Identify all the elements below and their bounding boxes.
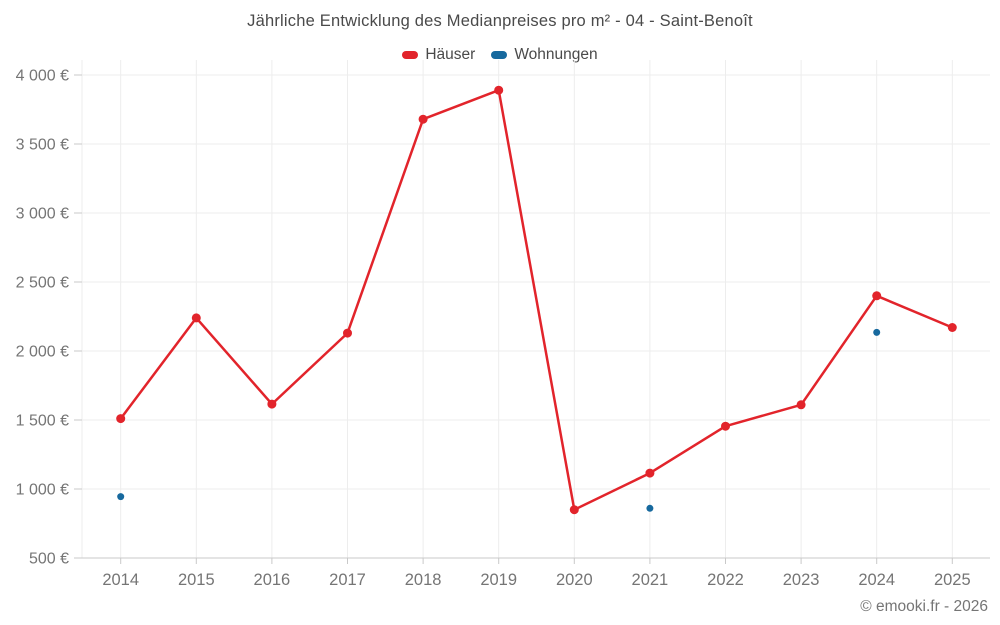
- x-axis-label: 2017: [329, 571, 366, 589]
- data-point-wohnungen-2021[interactable]: [646, 504, 654, 512]
- legend: Häuser Wohnungen: [0, 46, 1000, 64]
- chart-title: Jährliche Entwicklung des Medianpreises …: [247, 12, 753, 30]
- data-point-häuser-2021[interactable]: [645, 468, 655, 478]
- data-point-häuser-2017[interactable]: [343, 328, 352, 338]
- copyright-text: © emooki.fr - 2026: [860, 598, 988, 615]
- y-axis-label: 500 €: [29, 551, 69, 568]
- data-point-häuser-2023[interactable]: [796, 400, 806, 410]
- y-axis-label: 2 000 €: [16, 344, 69, 361]
- data-point-häuser-2025[interactable]: [947, 323, 957, 332]
- x-axis-label: 2025: [934, 571, 971, 589]
- y-axis-label: 2 500 €: [16, 275, 69, 292]
- data-point-häuser-2019[interactable]: [494, 85, 504, 95]
- y-axis-label: 3 000 €: [16, 206, 69, 223]
- x-axis-label: 2016: [254, 571, 291, 589]
- legend-item-haeuser[interactable]: Häuser: [402, 46, 475, 64]
- y-axis-label: 3 500 €: [16, 137, 69, 154]
- data-point-häuser-2024[interactable]: [872, 291, 882, 301]
- data-point-häuser-2018[interactable]: [418, 114, 428, 124]
- series-line-häuser: [119, 88, 954, 511]
- x-axis-label: 2023: [783, 571, 820, 589]
- data-point-häuser-2020[interactable]: [569, 505, 579, 515]
- x-axis-label: 2022: [707, 571, 744, 589]
- x-axis-label: 2020: [556, 571, 593, 589]
- haeuser-swatch-icon: [402, 51, 419, 59]
- x-axis-label: 2015: [178, 571, 215, 589]
- wohnungen-swatch-icon: [491, 51, 508, 59]
- data-point-häuser-2014[interactable]: [116, 414, 126, 424]
- legend-label-wohnungen: Wohnungen: [514, 46, 598, 63]
- y-axis-label: 1 000 €: [16, 482, 69, 499]
- data-point-häuser-2016[interactable]: [267, 399, 277, 409]
- data-point-wohnungen-2014[interactable]: [117, 493, 125, 501]
- x-axis-label: 2021: [632, 571, 669, 589]
- data-point-häuser-2015[interactable]: [191, 313, 201, 323]
- data-point-häuser-2022[interactable]: [721, 421, 730, 431]
- legend-item-wohnungen[interactable]: Wohnungen: [491, 46, 598, 64]
- y-axis-label: 1 500 €: [16, 413, 69, 430]
- x-axis-label: 2019: [480, 571, 517, 589]
- x-axis-label: 2018: [405, 571, 442, 589]
- y-axis-label: 4 000 €: [16, 68, 69, 85]
- legend-label-haeuser: Häuser: [425, 46, 476, 63]
- x-axis-label: 2024: [858, 571, 895, 589]
- data-point-wohnungen-2024[interactable]: [873, 328, 881, 336]
- x-axis-label: 2014: [102, 571, 139, 589]
